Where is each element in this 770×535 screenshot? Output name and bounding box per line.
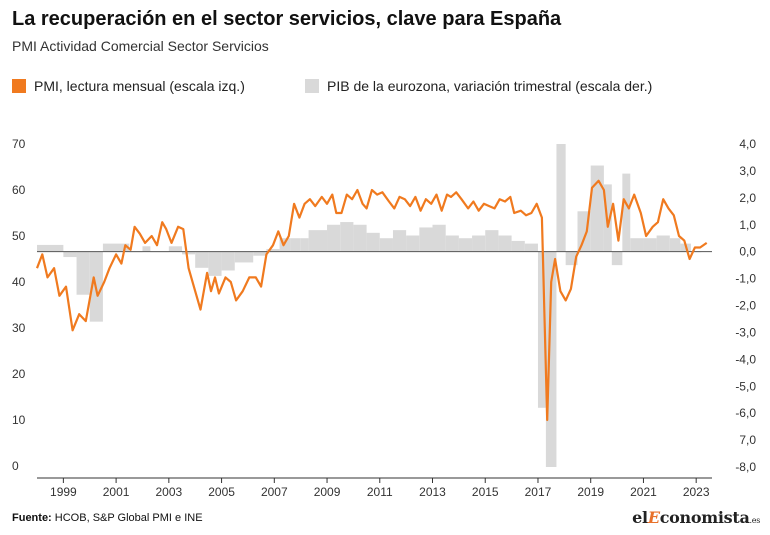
right-axis-ticks: 4,0 3,0 2,0 1,0 0,0 -1,0 -2,0 -3,0 -4,0 -5,0 -6,0 7… — [735, 137, 756, 474]
pmi-line — [35, 179, 708, 422]
right-tick-label: 3,0 — [739, 164, 756, 178]
gdp-bar — [63, 251, 77, 258]
x-tick-label: 2023 — [683, 485, 710, 499]
x-tick-label: 2003 — [155, 485, 182, 499]
gdp-bar — [221, 251, 235, 271]
gdp-bar — [537, 251, 546, 408]
source-text: HCOB, S&P Global PMI e INE — [54, 512, 203, 524]
left-tick-label: 60 — [12, 183, 26, 197]
right-tick-label: -5,0 — [735, 379, 756, 393]
left-tick-label: 30 — [12, 321, 26, 335]
right-tick-label: 7,0 — [739, 433, 756, 447]
left-tick-label: 40 — [12, 275, 26, 289]
x-tick-label: 2019 — [577, 485, 604, 499]
x-tick-label: 1999 — [50, 485, 77, 499]
gdp-bar — [445, 235, 459, 252]
gdp-bar — [656, 235, 670, 252]
gdp-bar — [432, 224, 446, 252]
pmi-swatch-icon — [12, 79, 26, 93]
left-tick-label: 70 — [12, 137, 26, 151]
gdp-bar — [511, 240, 525, 252]
gdp-bar — [556, 144, 566, 252]
gdp-bar — [168, 246, 183, 252]
gdp-bar — [630, 238, 644, 252]
gdp-bar — [669, 238, 681, 252]
gdp-bar — [524, 243, 538, 252]
gdp-bar — [643, 238, 657, 252]
gdp-bar — [406, 235, 420, 252]
left-axis-ticks: 0 10 20 30 40 50 60 70 — [12, 137, 26, 473]
chart-plot: 0 10 20 30 40 50 60 70 4,0 3,0 2,0 1,0 0,0 -1,0 -2,0 -… — [12, 137, 756, 499]
gdp-bar — [234, 251, 254, 263]
gdp-bar — [327, 224, 341, 252]
x-tick-label: 2009 — [314, 485, 341, 499]
gdp-bar — [300, 238, 309, 252]
gdp-bar — [590, 165, 604, 252]
x-tick-label: 2021 — [630, 485, 657, 499]
left-tick-label: 20 — [12, 367, 26, 381]
x-tick-label: 2011 — [367, 485, 393, 499]
x-tick-label: 2005 — [208, 485, 235, 499]
legend-item-pmi: PMI, lectura mensual (escala izq.) — [12, 78, 245, 94]
right-tick-label: 2,0 — [739, 191, 756, 205]
x-tick-label: 2013 — [419, 485, 446, 499]
right-tick-label: -4,0 — [735, 352, 756, 366]
x-axis-ticks: 1999 2001 2003 2005 2007 2009 2011 2013 2015 2017… — [50, 478, 710, 499]
gdp-bar — [308, 230, 328, 252]
gdp-bar — [182, 251, 196, 255]
source-note: Fuente: HCOB, S&P Global PMI e INE — [12, 512, 203, 524]
x-tick-label: 2007 — [261, 485, 288, 499]
left-tick-label: 50 — [12, 229, 26, 243]
legend-item-gdp: PIB de la eurozona, variación trimestral… — [305, 78, 652, 94]
gdp-bar — [290, 238, 301, 252]
gdp-bar — [366, 232, 380, 252]
gdp-bar — [565, 251, 578, 266]
gdp-bar — [458, 238, 473, 252]
legend-label-pmi: PMI, lectura mensual (escala izq.) — [34, 78, 245, 94]
gdp-bar — [253, 251, 267, 256]
right-tick-label: -3,0 — [735, 325, 756, 339]
right-tick-label: -2,0 — [735, 299, 756, 313]
legend-label-gdp: PIB de la eurozona, variación trimestral… — [327, 78, 653, 94]
gdp-bar — [498, 235, 512, 252]
chart-subtitle: PMI Actividad Comercial Sector Servicios — [12, 38, 269, 54]
gdp-bar — [142, 246, 151, 252]
gdp-bar — [611, 251, 623, 266]
gdp-bar — [353, 224, 367, 252]
gdp-bar — [545, 251, 557, 467]
right-tick-label: 1,0 — [739, 218, 756, 232]
gdp-bar — [195, 251, 209, 268]
gdp-bar — [102, 243, 130, 252]
x-tick-label: 2001 — [103, 485, 130, 499]
gdp-bar — [485, 230, 499, 252]
right-tick-label: 4,0 — [739, 137, 756, 151]
left-tick-label: 10 — [12, 413, 26, 427]
left-tick-label: 0 — [12, 459, 19, 473]
gdp-bar — [419, 227, 433, 252]
gdp-bar — [266, 248, 280, 252]
right-tick-label: 0,0 — [739, 245, 756, 259]
gdp-bar — [379, 238, 393, 252]
gdp-bar — [37, 244, 64, 252]
gdp-bar — [472, 235, 486, 252]
gdp-swatch-icon — [305, 79, 319, 93]
gdp-bar — [76, 251, 90, 295]
gdp-bar — [208, 251, 222, 276]
gdp-bar — [622, 173, 631, 252]
gdp-bar — [392, 230, 407, 252]
x-tick-label: 2017 — [525, 485, 552, 499]
right-tick-label: -8,0 — [735, 460, 756, 474]
gdp-bars — [37, 144, 702, 467]
right-tick-label: -1,0 — [735, 272, 756, 286]
gdp-bar — [340, 222, 354, 252]
chart-title: La recuperación en el sector servicios, … — [12, 8, 562, 30]
right-tick-label: -6,0 — [735, 406, 756, 420]
source-label: Fuente: — [12, 512, 52, 524]
x-tick-label: 2015 — [472, 485, 499, 499]
brand-logo: elEconomista.es — [632, 508, 760, 527]
